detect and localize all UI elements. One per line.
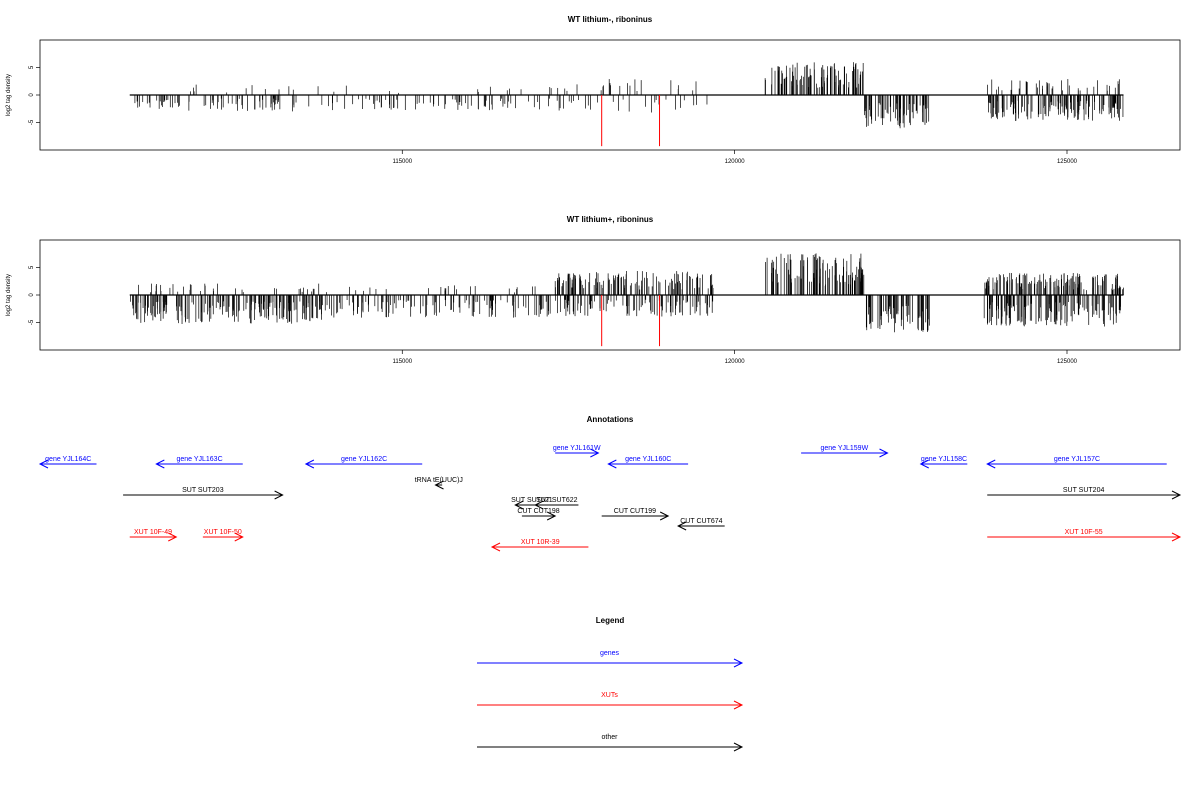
y-tick-label: 5 <box>29 65 35 69</box>
arrowhead <box>1171 490 1182 500</box>
arrowhead <box>304 459 315 469</box>
annotation-feature: SUT SUT622 <box>534 497 579 510</box>
feature-label: gene YJL158C <box>921 456 967 463</box>
y-axis-label: log2 tag density <box>6 74 12 116</box>
y-tick-label: -5 <box>29 119 35 125</box>
y-axis-label: log2 tag density <box>6 274 12 316</box>
annotation-feature: gene YJL159W <box>801 445 889 458</box>
annotation-feature: CUT CUT674 <box>677 518 725 531</box>
x-tick-label: 115000 <box>392 159 412 165</box>
arrowhead <box>733 700 744 710</box>
annotation-feature: CUT CUT198 <box>517 508 560 521</box>
legend-entry: XUTs <box>477 692 744 710</box>
annotation-feature: gene YJL160C <box>607 456 689 469</box>
arrowhead <box>659 511 670 521</box>
x-tick-label: 120000 <box>725 359 746 365</box>
arrowhead <box>677 521 687 531</box>
feature-label: gene YJL157C <box>1054 456 1100 463</box>
annotation-feature: gene YJL157C <box>986 456 1167 469</box>
legend-label: other <box>602 734 619 741</box>
annotation-feature: gene YJL158C <box>919 456 968 469</box>
annotation-feature: XUT 10F-50 <box>202 529 244 542</box>
feature-label: gene YJL163C <box>176 456 222 463</box>
annotations-panel: Annotations gene YJL164C gene YJL163C gene… <box>38 415 1182 552</box>
legend-entry: genes <box>477 650 744 668</box>
annotation-feature: gene YJL161W <box>553 445 601 458</box>
feature-label: XUT 10F-50 <box>204 529 242 536</box>
feature-label: tRNA tE(UUC)J <box>415 477 463 484</box>
feature-label: XUT 10R-39 <box>521 539 560 546</box>
annotation-feature: XUT 10R-39 <box>490 539 589 552</box>
arrowhead <box>155 459 165 469</box>
annotation-feature: SUT SUT204 <box>987 487 1182 500</box>
annotation-feature: SUT SUT203 <box>123 487 284 500</box>
legend-label: XUTs <box>601 692 618 699</box>
feature-label: SUT SUT204 <box>1063 487 1105 494</box>
feature-label: SUT SUT621 <box>511 497 553 504</box>
legend-panel: Legend genes XUTs other <box>477 616 744 752</box>
arrowhead <box>590 448 600 458</box>
arrowhead <box>607 459 617 469</box>
arrowhead <box>274 490 284 500</box>
arrowhead <box>919 459 929 469</box>
feature-label: CUT CUT198 <box>517 508 559 515</box>
legend-title: Legend <box>596 616 625 625</box>
track-title: WT lithium+, riboninus <box>567 215 654 224</box>
x-tick-label: 125000 <box>1057 359 1078 365</box>
feature-label: gene YJL159W <box>820 445 868 452</box>
y-tick-label: 0 <box>29 293 35 297</box>
arrowhead <box>986 459 996 469</box>
arrowhead <box>733 742 744 752</box>
y-tick-label: 5 <box>29 265 35 269</box>
arrowhead <box>1171 532 1182 542</box>
legend-label: genes <box>600 650 620 657</box>
track-panel-lithium-minus: WT lithium-, riboninus log2 tag density … <box>6 15 1181 165</box>
x-tick-label: 125000 <box>1057 159 1078 165</box>
y-tick-label: 0 <box>29 93 35 97</box>
arrowhead <box>434 480 444 490</box>
y-tick-label: -5 <box>29 319 35 325</box>
arrowhead <box>234 532 244 542</box>
feature-label: CUT CUT674 <box>680 518 722 525</box>
arrowhead <box>879 448 889 458</box>
arrowhead <box>534 500 544 510</box>
feature-label: SUT SUT622 <box>536 497 578 504</box>
feature-label: gene YJL162C <box>341 456 387 463</box>
x-tick-label: 115000 <box>392 359 412 365</box>
annotations-title: Annotations <box>587 415 634 424</box>
track-panel-lithium-plus: WT lithium+, riboninus log2 tag density … <box>6 215 1181 365</box>
arrowhead <box>546 511 557 521</box>
annotation-feature: gene YJL162C <box>304 456 423 469</box>
annotation-feature: gene YJL163C <box>155 456 243 469</box>
x-tick-label: 120000 <box>725 159 746 165</box>
arrowhead <box>733 658 744 668</box>
feature-label: gene YJL160C <box>625 456 671 463</box>
annotation-feature: CUT CUT199 <box>601 508 670 521</box>
legend-entry: other <box>477 734 744 752</box>
feature-label: XUT 10F-55 <box>1065 529 1103 536</box>
track-title: WT lithium-, riboninus <box>568 15 653 24</box>
arrowhead <box>490 542 501 552</box>
annotation-feature: gene YJL164C <box>38 456 97 469</box>
feature-label: gene YJL161W <box>553 445 601 452</box>
annotation-feature: tRNA tE(UUC)J <box>415 477 463 490</box>
annotation-feature: XUT 10F-55 <box>987 529 1182 542</box>
annotation-feature: XUT 10F-49 <box>129 529 178 542</box>
arrowhead <box>38 459 49 469</box>
feature-label: SUT SUT203 <box>182 487 224 494</box>
arrowhead <box>168 532 178 542</box>
feature-label: gene YJL164C <box>45 456 91 463</box>
feature-label: CUT CUT199 <box>614 508 656 515</box>
arrowhead <box>514 500 524 510</box>
feature-label: XUT 10F-49 <box>134 529 172 536</box>
